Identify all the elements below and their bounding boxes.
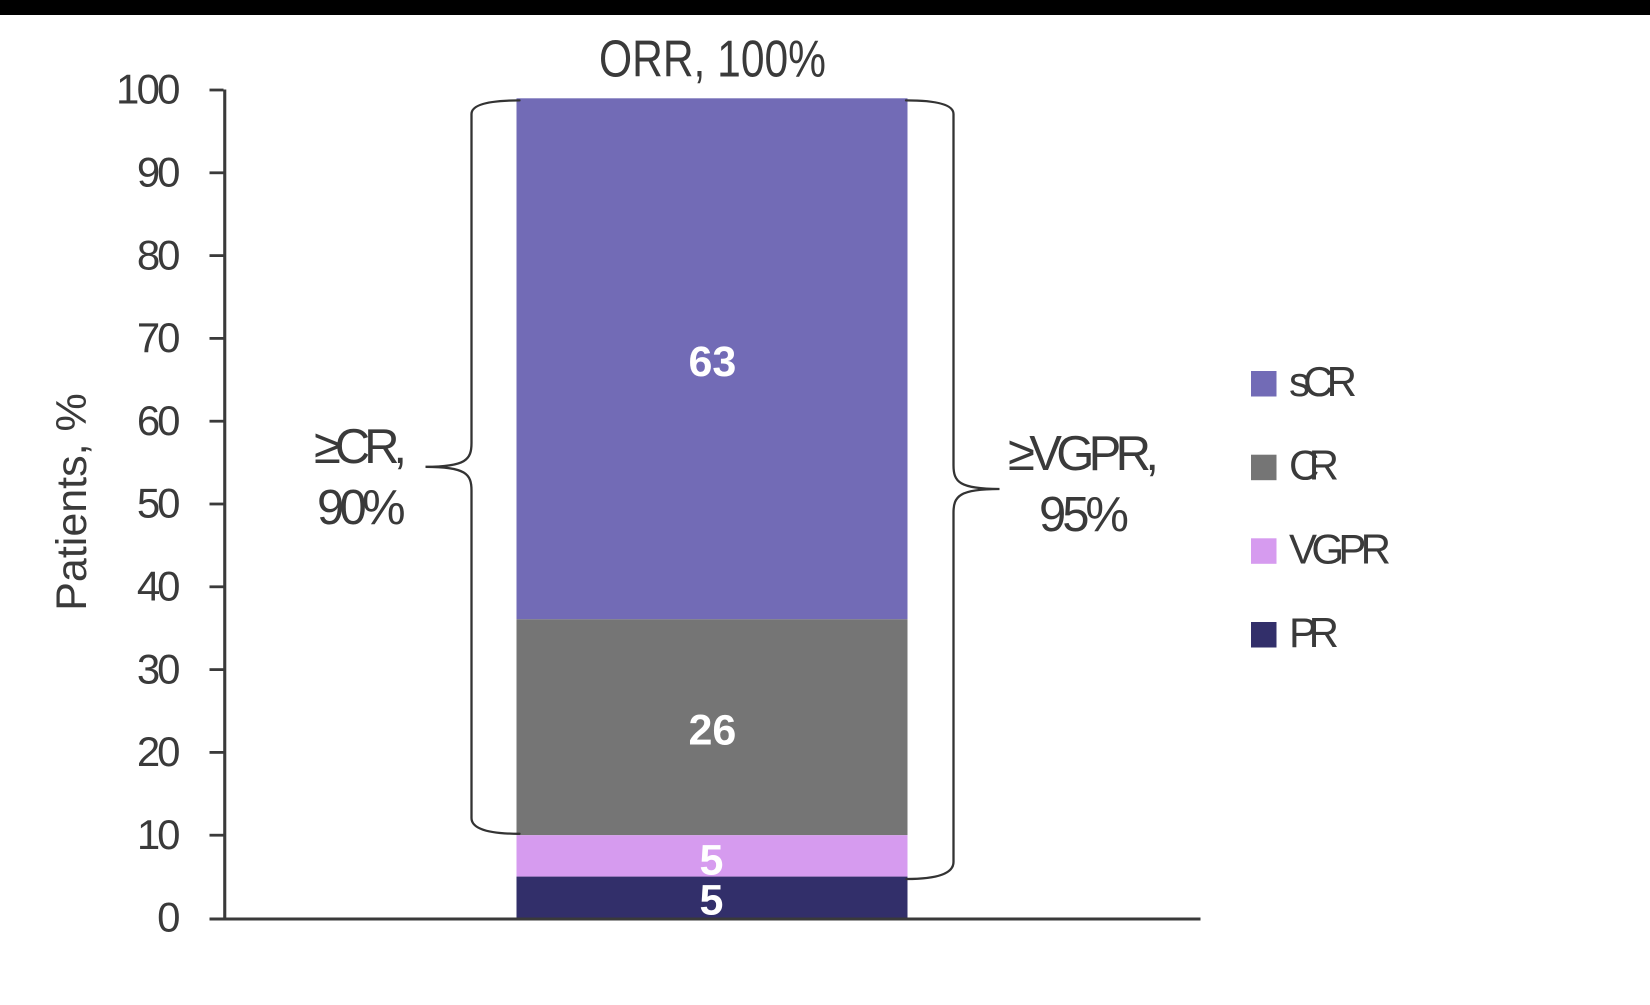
svg-text:≥CR,: ≥CR, bbox=[314, 420, 407, 474]
svg-text:50: 50 bbox=[137, 480, 181, 527]
svg-text:≥VGPR,: ≥VGPR, bbox=[1008, 427, 1159, 481]
svg-text:90: 90 bbox=[137, 149, 181, 196]
svg-text:26: 26 bbox=[688, 707, 736, 755]
svg-text:30: 30 bbox=[137, 645, 181, 692]
svg-text:0: 0 bbox=[157, 894, 180, 941]
svg-text:PR: PR bbox=[1289, 609, 1339, 656]
svg-text:80: 80 bbox=[137, 231, 181, 278]
svg-text:Patients, %: Patients, % bbox=[48, 393, 96, 611]
svg-text:5: 5 bbox=[700, 877, 724, 925]
svg-text:20: 20 bbox=[137, 728, 181, 775]
svg-text:95%: 95% bbox=[1039, 488, 1129, 542]
svg-text:100: 100 bbox=[116, 66, 181, 113]
svg-text:5: 5 bbox=[700, 836, 724, 884]
svg-text:60: 60 bbox=[137, 397, 181, 444]
svg-text:63: 63 bbox=[688, 338, 736, 386]
svg-text:CR: CR bbox=[1289, 442, 1339, 489]
svg-text:sCR: sCR bbox=[1289, 358, 1357, 405]
svg-text:40: 40 bbox=[137, 563, 181, 610]
svg-text:10: 10 bbox=[137, 811, 181, 858]
svg-text:70: 70 bbox=[137, 314, 181, 361]
svg-text:VGPR: VGPR bbox=[1289, 525, 1391, 572]
svg-text:ORR, 100%: ORR, 100% bbox=[599, 31, 826, 89]
svg-text:90%: 90% bbox=[317, 481, 406, 535]
